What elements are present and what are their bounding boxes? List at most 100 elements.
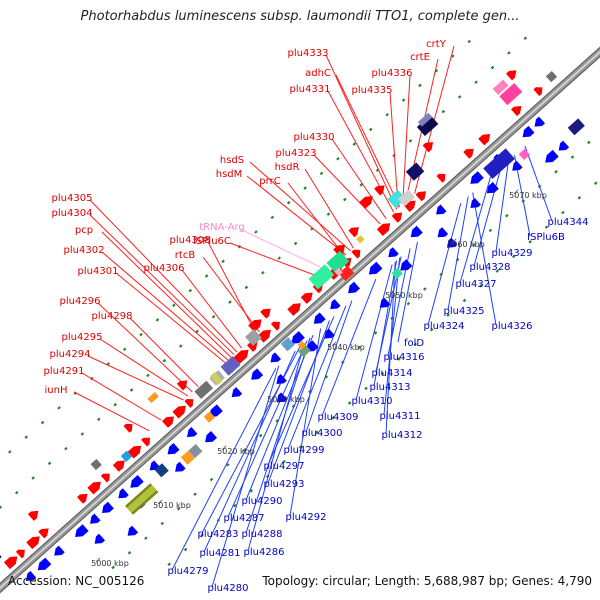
forward-gene-arrow[interactable] [533,87,543,97]
reverse-gene-arrow[interactable] [388,247,399,258]
reverse-gene-arrow[interactable] [313,312,326,324]
forward-gene-arrow[interactable] [351,249,361,259]
reverse-gene-arrow[interactable] [251,368,264,380]
forward-gene-arrow[interactable] [287,303,301,316]
reverse-gene-arrow[interactable] [486,182,499,194]
reverse-gene-arrow[interactable] [270,352,282,363]
feature-block-silver[interactable] [397,189,416,207]
bottom-gene-label[interactable]: plu4287 [224,513,265,524]
top-gene-label[interactable]: plu4306 [144,263,185,274]
forward-gene-arrow[interactable] [15,549,25,559]
bottom-gene-label[interactable]: plu4328 [470,262,511,273]
forward-gene-arrow[interactable] [333,244,346,257]
forward-gene-arrow[interactable] [511,106,522,117]
forward-gene-arrow[interactable] [270,321,280,331]
bottom-gene-label[interactable]: plu4313 [370,382,411,393]
top-gene-label[interactable]: rtcB [175,250,196,261]
reverse-gene-arrow[interactable] [400,259,413,271]
feature-block-gray-end[interactable] [545,70,558,83]
top-gene-label[interactable]: pcp [75,225,93,236]
reverse-gene-arrow[interactable] [291,331,305,344]
reverse-gene-arrow[interactable] [512,160,523,171]
top-gene-label[interactable]: plu4291 [44,366,85,377]
top-gene-label[interactable]: plu4333 [288,48,329,59]
reverse-gene-arrow[interactable] [25,570,37,581]
forward-gene-arrow[interactable] [100,473,110,483]
reverse-gene-arrow[interactable] [90,513,101,524]
feature-block-mint-small[interactable] [391,267,403,279]
feature-block-mint-2[interactable] [326,250,350,274]
reverse-gene-arrow[interactable] [37,557,52,571]
top-gene-label[interactable]: crtY [426,39,447,50]
bottom-gene-label[interactable]: plu4316 [384,352,425,363]
reverse-gene-arrow[interactable] [436,204,447,215]
bottom-gene-label[interactable]: plu4280 [208,583,249,594]
top-gene-label[interactable]: iunH [45,385,68,396]
feature-block-orange-small[interactable] [147,392,159,404]
forward-gene-arrow[interactable] [248,319,262,333]
top-gene-label[interactable]: plu4330 [294,132,335,143]
reverse-gene-arrow[interactable] [94,533,105,544]
bottom-gene-label[interactable]: plu4297 [264,461,305,472]
bottom-gene-label[interactable]: plu4310 [352,396,393,407]
top-gene-label[interactable]: hsdM [216,169,243,180]
top-gene-label[interactable]: plu4305 [52,193,93,204]
reverse-gene-arrow[interactable] [118,488,129,499]
top-gene-label[interactable]: plu4331 [290,84,331,95]
top-gene-label[interactable]: tRNA-Arg [199,222,244,233]
top-gene-label[interactable]: plu4302 [64,245,105,256]
bottom-gene-label[interactable]: plu4309 [318,412,359,423]
top-gene-label[interactable]: plu4323 [276,148,317,159]
forward-gene-arrow[interactable] [112,460,125,472]
forward-gene-arrow[interactable] [359,196,373,209]
bottom-gene-label[interactable]: plu4299 [284,445,325,456]
forward-gene-arrow[interactable] [176,380,188,391]
reverse-gene-arrow[interactable] [205,431,217,443]
feature-block-orange-tiny[interactable] [297,340,307,350]
feature-block-gray[interactable] [90,458,102,471]
feature-block-pink[interactable] [518,148,531,161]
feature-block-magenta-light[interactable] [492,79,509,95]
feature-block-navy-end[interactable] [567,118,585,136]
feature-block-yellow[interactable] [210,372,223,385]
forward-gene-arrow[interactable] [391,212,403,223]
feature-block-pink-trna[interactable] [334,267,343,277]
forward-gene-arrow[interactable] [172,405,186,419]
reverse-gene-arrow[interactable] [54,545,65,556]
reverse-gene-arrow[interactable] [330,299,341,310]
forward-gene-arrow[interactable] [300,292,313,304]
top-gene-label[interactable]: ISPlu6C [193,236,231,247]
top-gene-label[interactable]: hsdR [275,162,300,173]
feature-block-navy[interactable] [0,548,2,569]
feature-block-navy-3[interactable] [416,115,439,136]
feature-block-gray-mid[interactable] [194,380,214,399]
reverse-gene-arrow[interactable] [558,140,570,151]
bottom-gene-label[interactable]: plu4292 [286,512,327,523]
forward-gene-arrow[interactable] [26,536,40,550]
top-gene-label[interactable]: plu4295 [62,332,103,343]
forward-gene-arrow[interactable] [257,329,271,343]
forward-gene-arrow[interactable] [376,223,391,236]
feature-block-gray-top[interactable] [245,328,262,346]
reverse-gene-arrow[interactable] [102,501,114,513]
top-gene-label[interactable]: plu4298 [92,311,133,322]
feature-block-aqua[interactable] [387,189,406,209]
forward-gene-arrow[interactable] [436,173,446,183]
forward-gene-arrow[interactable] [415,191,426,202]
top-gene-label[interactable]: plu4335 [352,85,393,96]
reverse-gene-arrow[interactable] [368,261,383,275]
forward-gene-arrow[interactable] [77,493,88,504]
reverse-gene-arrow[interactable] [231,387,243,398]
reverse-gene-arrow[interactable] [276,374,287,384]
forward-gene-arrow[interactable] [27,510,39,521]
top-gene-label[interactable]: plu4336 [372,68,413,79]
forward-gene-arrow[interactable] [463,148,474,159]
feature-block-gold[interactable] [356,235,365,244]
reverse-gene-arrow[interactable] [522,125,535,138]
top-gene-label[interactable]: plu4301 [78,266,119,277]
reverse-gene-arrow[interactable] [437,227,449,238]
feature-block-blue-long[interactable] [483,148,515,179]
forward-gene-arrow[interactable] [87,481,101,495]
top-gene-label[interactable]: plu4294 [50,349,91,360]
